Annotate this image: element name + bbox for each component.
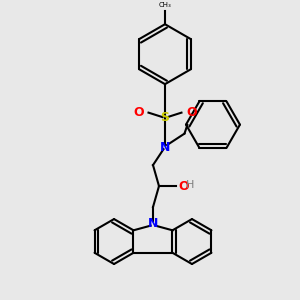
Text: H: H	[186, 180, 194, 190]
Text: O: O	[134, 106, 144, 119]
Text: N: N	[148, 217, 158, 230]
Text: O: O	[178, 180, 189, 193]
Text: N: N	[160, 141, 170, 154]
Text: CH₃: CH₃	[159, 2, 171, 8]
Text: O: O	[186, 106, 196, 119]
Text: S: S	[160, 111, 169, 124]
